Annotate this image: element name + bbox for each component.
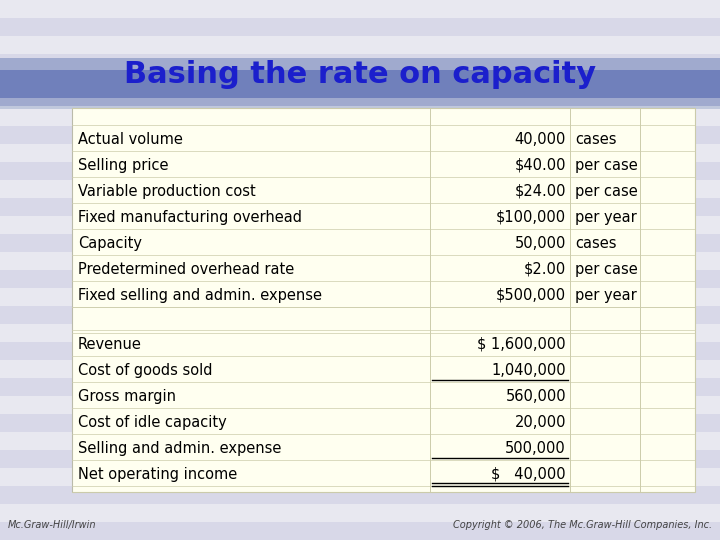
Bar bbox=[0, 126, 720, 144]
Bar bbox=[0, 414, 720, 432]
Bar bbox=[0, 106, 720, 109]
Bar bbox=[0, 98, 720, 106]
Bar bbox=[0, 270, 720, 288]
Text: per year: per year bbox=[575, 210, 636, 225]
Text: Selling price: Selling price bbox=[78, 158, 168, 173]
Bar bbox=[0, 198, 720, 216]
Text: Copyright © 2006, The Mc.Graw-Hill Companies, Inc.: Copyright © 2006, The Mc.Graw-Hill Compa… bbox=[453, 520, 712, 530]
Text: Fixed selling and admin. expense: Fixed selling and admin. expense bbox=[78, 288, 322, 303]
Bar bbox=[0, 432, 720, 450]
Bar bbox=[0, 468, 720, 486]
Bar bbox=[0, 450, 720, 468]
Text: per year: per year bbox=[575, 288, 636, 303]
Text: 1,040,000: 1,040,000 bbox=[491, 363, 566, 378]
Text: $24.00: $24.00 bbox=[515, 184, 566, 199]
Text: cases: cases bbox=[575, 132, 616, 147]
Bar bbox=[0, 58, 720, 70]
Text: per case: per case bbox=[575, 184, 638, 199]
Text: $   40,000: $ 40,000 bbox=[491, 467, 566, 482]
Bar bbox=[0, 396, 720, 414]
Text: per case: per case bbox=[575, 262, 638, 277]
Text: $2.00: $2.00 bbox=[523, 262, 566, 277]
Text: 20,000: 20,000 bbox=[515, 415, 566, 430]
Text: Variable production cost: Variable production cost bbox=[78, 184, 256, 199]
Text: per case: per case bbox=[575, 158, 638, 173]
Bar bbox=[0, 216, 720, 234]
Text: 560,000: 560,000 bbox=[505, 389, 566, 404]
Bar bbox=[0, 486, 720, 504]
Bar bbox=[0, 342, 720, 360]
Text: Cost of goods sold: Cost of goods sold bbox=[78, 363, 212, 378]
Text: Basing the rate on capacity: Basing the rate on capacity bbox=[124, 60, 596, 89]
Bar bbox=[0, 72, 720, 90]
Bar bbox=[0, 306, 720, 324]
Bar bbox=[0, 36, 720, 54]
Text: Gross margin: Gross margin bbox=[78, 389, 176, 404]
Bar bbox=[0, 522, 720, 540]
Bar bbox=[0, 90, 720, 108]
Bar bbox=[0, 70, 720, 98]
Text: $ 1,600,000: $ 1,600,000 bbox=[477, 337, 566, 352]
Bar bbox=[0, 360, 720, 378]
Bar bbox=[0, 54, 720, 72]
Text: Net operating income: Net operating income bbox=[78, 467, 238, 482]
Text: Mc.Graw-Hill/Irwin: Mc.Graw-Hill/Irwin bbox=[8, 520, 96, 530]
Text: $40.00: $40.00 bbox=[515, 158, 566, 173]
Bar bbox=[0, 324, 720, 342]
Text: 40,000: 40,000 bbox=[515, 132, 566, 147]
Text: Actual volume: Actual volume bbox=[78, 132, 183, 147]
Text: 50,000: 50,000 bbox=[515, 236, 566, 251]
Bar bbox=[0, 234, 720, 252]
Text: Selling and admin. expense: Selling and admin. expense bbox=[78, 441, 282, 456]
Bar bbox=[0, 162, 720, 180]
Bar bbox=[0, 144, 720, 162]
Text: Capacity: Capacity bbox=[78, 236, 142, 251]
Bar bbox=[0, 18, 720, 36]
Bar bbox=[0, 288, 720, 306]
Text: cases: cases bbox=[575, 236, 616, 251]
Bar bbox=[0, 378, 720, 396]
Text: Predetermined overhead rate: Predetermined overhead rate bbox=[78, 262, 294, 277]
Bar bbox=[0, 180, 720, 198]
Text: $500,000: $500,000 bbox=[496, 288, 566, 303]
Text: Revenue: Revenue bbox=[78, 337, 142, 352]
Text: 500,000: 500,000 bbox=[505, 441, 566, 456]
Bar bbox=[72, 108, 695, 492]
Text: Fixed manufacturing overhead: Fixed manufacturing overhead bbox=[78, 210, 302, 225]
Bar bbox=[0, 252, 720, 270]
Text: Cost of idle capacity: Cost of idle capacity bbox=[78, 415, 227, 430]
Bar bbox=[0, 0, 720, 18]
Bar bbox=[0, 504, 720, 522]
Text: $100,000: $100,000 bbox=[496, 210, 566, 225]
Bar bbox=[0, 108, 720, 126]
